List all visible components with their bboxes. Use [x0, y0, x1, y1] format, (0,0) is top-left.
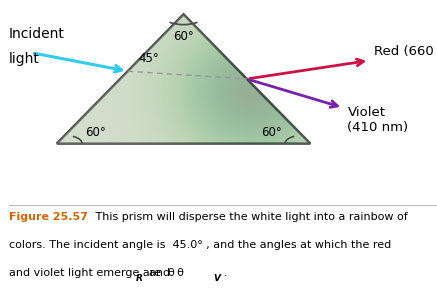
Text: Red (660 nm): Red (660 nm): [374, 45, 437, 59]
Text: R: R: [135, 274, 142, 283]
Text: .: .: [220, 268, 227, 278]
Text: 60°: 60°: [261, 126, 282, 139]
Text: 45°: 45°: [139, 52, 160, 65]
Text: Violet
(410 nm): Violet (410 nm): [347, 106, 409, 134]
Text: and violet light emerge are  θ: and violet light emerge are θ: [9, 268, 174, 278]
Text: colors. The incident angle is  45.0° , and the angles at which the red: colors. The incident angle is 45.0° , an…: [9, 240, 391, 250]
Text: This prism will disperse the white light into a rainbow of: This prism will disperse the white light…: [92, 212, 408, 222]
Text: 60°: 60°: [173, 30, 194, 43]
Text: Incident: Incident: [9, 27, 65, 41]
Text: V: V: [213, 274, 220, 283]
Text: Figure 25.57: Figure 25.57: [9, 212, 87, 222]
Text: and  θ: and θ: [142, 268, 184, 278]
Polygon shape: [57, 14, 310, 144]
Text: 60°: 60°: [85, 126, 106, 139]
Text: light: light: [9, 52, 40, 66]
